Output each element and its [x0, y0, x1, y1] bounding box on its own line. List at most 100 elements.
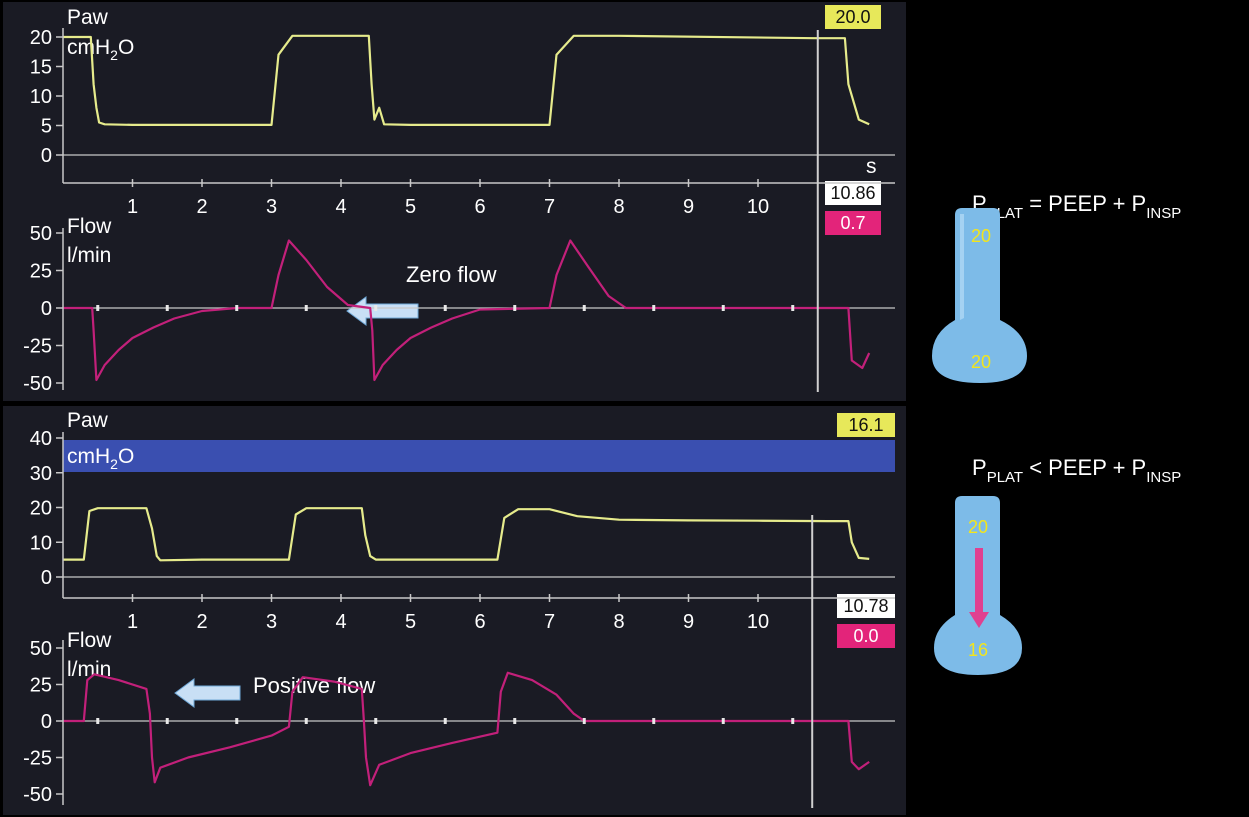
pressure-drop-arrow-icon — [969, 548, 989, 628]
top-flow-badge: 0.7 — [840, 213, 865, 233]
positive-flow-annotation: Positive flow — [253, 673, 375, 698]
bottom-time-tick-label: 10 — [747, 611, 769, 633]
bottom-flow-zero-tick — [374, 718, 378, 724]
bottom-pressure-ytick: 20 — [30, 498, 52, 520]
top-pressure-ytick: 10 — [30, 86, 52, 108]
top-pressure-ytick: 0 — [41, 145, 52, 167]
bottom-time-tick-label: 6 — [474, 611, 485, 633]
top-flow-zero-tick — [652, 305, 656, 311]
bottom-flow-zero-tick — [582, 718, 586, 724]
bottom-pressure-trace — [63, 507, 870, 562]
top-flow-zero-tick — [374, 305, 378, 311]
top-flow-zero-tick — [582, 305, 586, 311]
bottom-pressure-ytick: 40 — [30, 428, 52, 450]
bottom-flow-zero-tick — [721, 718, 725, 724]
bottom-time-tick-label: 8 — [613, 611, 624, 633]
bottom-time-tick-label: 7 — [544, 611, 555, 633]
bulb1-top-value: 20 — [971, 226, 991, 246]
top-flow-zero-tick — [165, 305, 169, 311]
top-time-tick-label: 9 — [683, 196, 694, 218]
top-pressure-ytick: 20 — [30, 27, 52, 49]
top-time-badge: 10.86 — [830, 183, 875, 203]
bottom-time-badge: 10.78 — [843, 596, 888, 616]
top-flow-zero-tick — [513, 305, 517, 311]
bottom-flow-zero-tick — [652, 718, 656, 724]
top-flow-label: Flow — [67, 215, 112, 238]
bottom-flow-zero-tick — [443, 718, 447, 724]
top-flow-zero-tick — [235, 305, 239, 311]
top-time-tick-label: 2 — [196, 196, 207, 218]
bulb2-bottom-value: 16 — [968, 640, 988, 660]
bottom-flow-ytick: -25 — [23, 748, 52, 770]
bottom-paw-badge: 16.1 — [848, 415, 883, 435]
bottom-flow-ytick: 25 — [30, 675, 52, 697]
top-flow-ytick: 0 — [41, 298, 52, 320]
bottom-flow-zero-tick — [791, 718, 795, 724]
top-flow-zero-tick — [96, 305, 100, 311]
formula-less: PPLAT < PEEP + PINSP — [972, 455, 1181, 486]
top-time-tick-label: 3 — [266, 196, 277, 218]
top-monitor-panel — [3, 2, 906, 401]
time-unit-label: s — [866, 155, 877, 178]
zero-flow-annotation: Zero flow — [406, 262, 497, 287]
top-flow-zero-tick — [443, 305, 447, 311]
bottom-flow-label: Flow — [67, 629, 112, 652]
top-flow-zero-tick — [304, 305, 308, 311]
zero-flow-arrow-icon — [346, 296, 419, 326]
top-pressure-trace — [63, 34, 870, 127]
top-paw-label: Paw — [67, 6, 109, 29]
top-flow-zero-tick — [721, 305, 725, 311]
top-pressure-ytick: 15 — [30, 57, 52, 79]
pressure-bulb-equal — [932, 208, 1027, 383]
top-paw-badge-bg — [825, 5, 881, 29]
top-flow-ytick: -25 — [23, 336, 52, 358]
bottom-flow-zero-tick — [96, 718, 100, 724]
top-time-tick-label: 1 — [127, 196, 138, 218]
bottom-pressure-ytick: 0 — [41, 567, 52, 589]
bottom-flow-ytick: 0 — [41, 711, 52, 733]
bulb1-bottom-value: 20 — [971, 352, 991, 372]
top-flow-ytick: 25 — [30, 261, 52, 283]
bottom-time-tick-label: 3 — [266, 611, 277, 633]
chart-layer: 2015105050250-25-5040302010050250-25-501… — [23, 27, 895, 808]
bottom-paw-unit: cmH2O — [67, 445, 134, 472]
positive-flow-arrow-icon — [174, 678, 241, 708]
formula-equal: PPLAT = PEEP + PINSP — [972, 191, 1181, 222]
top-flow-unit: l/min — [67, 244, 111, 267]
bulb2-top-value: 20 — [968, 517, 988, 537]
top-time-tick-label: 8 — [613, 196, 624, 218]
alarm-band — [63, 440, 895, 472]
top-flow-ytick: 50 — [30, 223, 52, 245]
bottom-time-tick-label: 9 — [683, 611, 694, 633]
bottom-time-tick-label: 1 — [127, 611, 138, 633]
top-time-tick-label: 4 — [335, 196, 346, 218]
bottom-pressure-ytick: 30 — [30, 463, 52, 485]
top-time-tick-label: 7 — [544, 196, 555, 218]
bottom-paw-badge-bg — [837, 413, 895, 437]
top-time-tick-label: 6 — [474, 196, 485, 218]
top-time-tick-label: 10 — [747, 196, 769, 218]
bottom-monitor-panel — [3, 406, 906, 815]
bottom-flow-zero-tick — [165, 718, 169, 724]
top-flow-ytick: -50 — [23, 373, 52, 395]
top-paw-unit: cmH2O — [67, 36, 134, 63]
top-flow-badge-bg — [825, 211, 881, 235]
bottom-flow-badge: 0.0 — [853, 626, 878, 646]
bottom-flow-badge-bg — [837, 624, 895, 648]
bottom-flow-zero-tick — [304, 718, 308, 724]
bottom-flow-zero-tick — [235, 718, 239, 724]
bottom-time-tick-label: 2 — [196, 611, 207, 633]
bottom-time-tick-label: 5 — [405, 611, 416, 633]
bottom-pressure-ytick: 10 — [30, 532, 52, 554]
bottom-flow-trace — [63, 671, 870, 787]
top-time-badge-bg — [825, 181, 881, 205]
top-time-tick-label: 5 — [405, 196, 416, 218]
top-flow-zero-tick — [791, 305, 795, 311]
top-pressure-ytick: 5 — [41, 116, 52, 138]
top-paw-badge: 20.0 — [835, 7, 870, 27]
bottom-flow-ytick: 50 — [30, 638, 52, 660]
bottom-paw-label: Paw — [67, 409, 109, 432]
bottom-flow-zero-tick — [513, 718, 517, 724]
